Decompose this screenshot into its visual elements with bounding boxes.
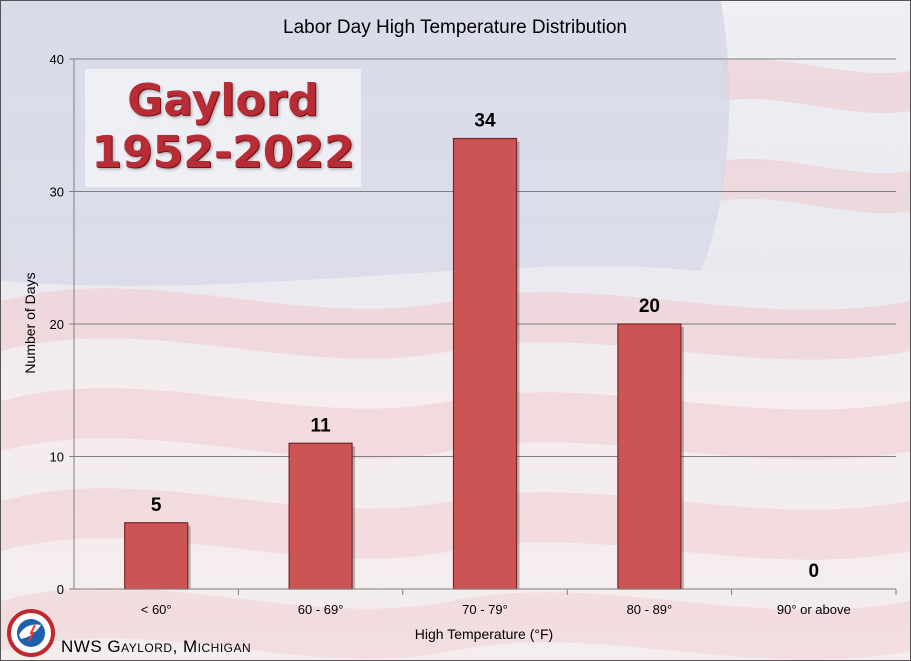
data-label: 0 — [809, 561, 820, 582]
y-axis-title: Number of Days — [22, 272, 38, 373]
data-label: 34 — [474, 111, 496, 132]
x-axis-title: High Temperature (°F) — [415, 626, 553, 642]
x-tick-label: 80 - 89° — [627, 602, 673, 617]
y-tick-label: 30 — [50, 185, 64, 200]
x-tick-label: < 60° — [141, 602, 172, 617]
period-of-record: 1952-2022 — [91, 127, 355, 178]
bar — [288, 442, 353, 590]
nws-logo-icon — [7, 609, 55, 657]
y-axis-ticks: 0 10 20 30 40 — [50, 52, 74, 597]
y-tick-label: 0 — [57, 582, 64, 597]
x-tick-label: 90° or above — [777, 602, 851, 617]
y-tick-label: 10 — [50, 450, 64, 465]
bar — [124, 522, 189, 590]
x-tick-label: 70 - 79° — [462, 602, 508, 617]
x-axis-ticks: < 60° 60 - 69° 70 - 79° 80 - 89° 90° or abov… — [141, 589, 897, 617]
bars — [124, 137, 684, 590]
station-name: Gaylord — [127, 75, 319, 126]
y-tick-label: 40 — [50, 52, 64, 67]
x-tick-label: 60 - 69° — [298, 602, 344, 617]
bar — [452, 137, 518, 590]
data-label: 5 — [151, 495, 162, 516]
data-labels: 5 11 34 20 0 — [151, 111, 819, 583]
footer-credit: NWS Gaylord, Michigan — [61, 637, 252, 656]
chart-title: Labor Day High Temperature Distribution — [283, 17, 627, 38]
station-overlay: Gaylord 1952-2022 — [85, 69, 361, 187]
bar — [617, 323, 682, 590]
y-tick-label: 20 — [50, 317, 64, 332]
data-label: 11 — [311, 415, 332, 436]
data-label: 20 — [639, 296, 660, 317]
